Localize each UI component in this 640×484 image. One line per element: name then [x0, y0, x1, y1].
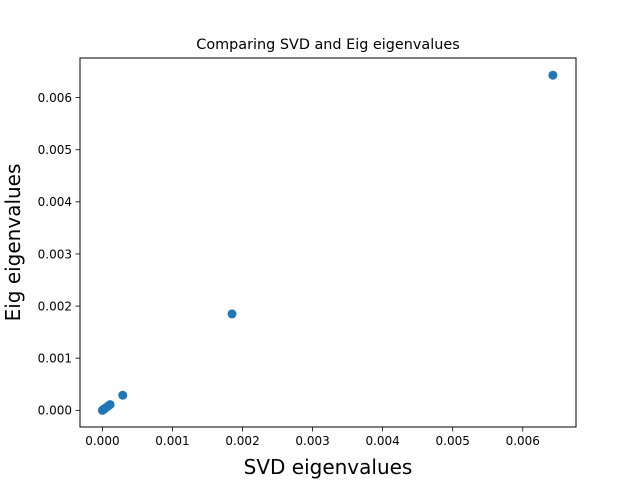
y-tick-label: 0.003 [38, 247, 72, 261]
x-tick-label: 0.005 [436, 434, 470, 448]
y-tick-label: 0.000 [38, 404, 72, 418]
y-axis-ticks: 0.000 0.001 0.002 0.003 0.004 0.005 0.006 [38, 91, 80, 418]
chart-title: Comparing SVD and Eig eigenvalues [196, 37, 459, 53]
y-tick-label: 0.001 [38, 352, 72, 366]
x-tick-label: 0.003 [295, 434, 329, 448]
y-tick-label: 0.004 [38, 195, 72, 209]
y-tick-label: 0.002 [38, 299, 72, 313]
y-tick-label: 0.005 [38, 143, 72, 157]
data-point [548, 70, 558, 80]
x-tick-label: 0.006 [506, 434, 540, 448]
y-axis-label: Eig eigenvalues [1, 164, 25, 322]
data-point [227, 309, 237, 319]
x-tick-label: 0.004 [365, 434, 399, 448]
x-axis-ticks: 0.000 0.001 0.002 0.003 0.004 0.005 0.006 [85, 427, 540, 448]
data-points [97, 70, 558, 415]
y-tick-label: 0.006 [38, 91, 72, 105]
plot-area-frame [79, 57, 577, 428]
x-tick-label: 0.000 [85, 434, 119, 448]
x-tick-label: 0.002 [225, 434, 259, 448]
x-axis-label: SVD eigenvalues [244, 455, 413, 479]
x-tick-label: 0.001 [155, 434, 189, 448]
data-point [97, 405, 107, 415]
data-point [118, 390, 128, 400]
